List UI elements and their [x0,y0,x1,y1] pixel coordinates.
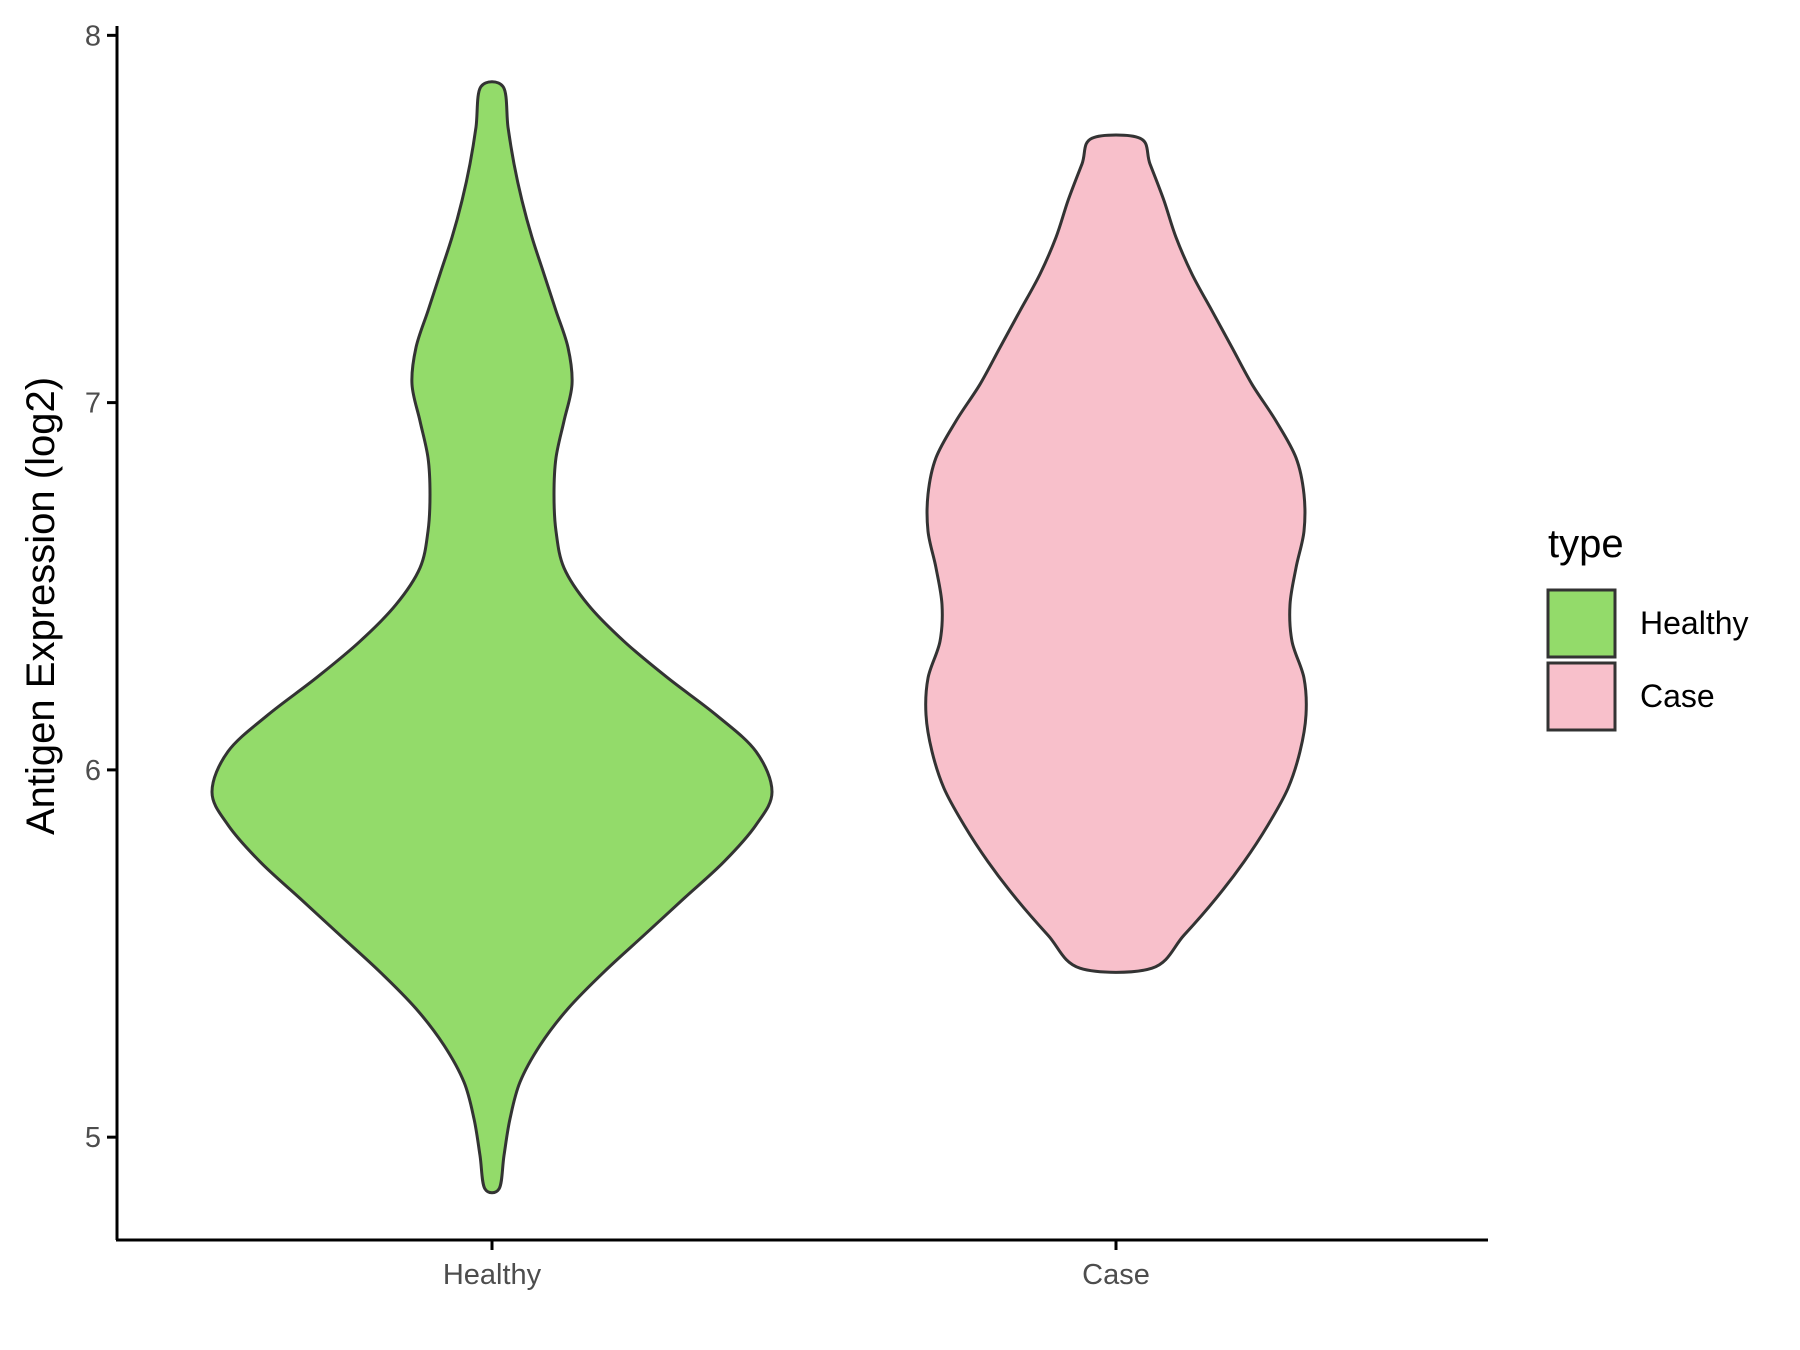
axes: 5 6 7 8 Healthy Case Antigen Expression (log2) [19,20,1488,1291]
y-tick-label: 6 [85,755,101,787]
legend-title: type [1548,522,1624,566]
legend: type Healthy Case [1546,522,1749,732]
y-tick-label: 7 [85,388,101,420]
plot-area [210,80,1308,1195]
x-tick-label: Healthy [443,1259,542,1291]
violin-healthy [210,80,774,1195]
legend-label-case: Case [1640,678,1715,714]
violin-case [924,133,1308,974]
y-tick-label: 5 [85,1122,101,1154]
x-tick-label: Case [1082,1259,1150,1291]
y-axis-title: Antigen Expression (log2) [19,377,63,835]
legend-swatch-healthy [1546,588,1617,659]
legend-label-healthy: Healthy [1640,605,1749,641]
legend-swatch-case [1546,661,1617,732]
y-tick-label: 8 [85,20,101,52]
